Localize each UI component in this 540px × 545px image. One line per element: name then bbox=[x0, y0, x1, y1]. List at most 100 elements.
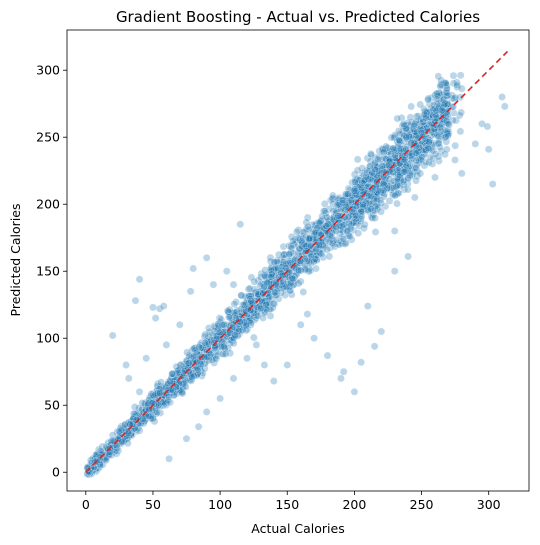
scatter-point bbox=[272, 279, 281, 288]
scatter-point bbox=[157, 378, 165, 387]
scatter-point bbox=[240, 301, 249, 309]
scatter-point bbox=[365, 162, 374, 171]
scatter-point bbox=[371, 214, 379, 222]
scatter-point bbox=[159, 302, 168, 310]
scatter-point bbox=[269, 377, 278, 385]
scatter-point bbox=[349, 205, 358, 213]
scatter-point bbox=[186, 287, 195, 296]
scatter-point bbox=[371, 228, 380, 236]
scatter-point bbox=[216, 394, 224, 403]
scatter-point bbox=[265, 293, 274, 302]
scatter-point bbox=[156, 389, 164, 397]
scatter-point bbox=[441, 133, 450, 141]
scatter-point bbox=[229, 374, 238, 383]
scatter-point bbox=[377, 207, 385, 216]
scatter-point bbox=[212, 354, 221, 363]
scatter-point bbox=[357, 212, 366, 221]
scatter-point bbox=[391, 191, 399, 200]
scatter-point bbox=[498, 93, 506, 101]
scatter-point bbox=[332, 235, 341, 244]
scatter-point bbox=[396, 137, 404, 146]
scatter-point bbox=[236, 220, 245, 229]
scatter-point bbox=[131, 296, 140, 305]
scatter-point bbox=[283, 361, 292, 369]
scatter-point bbox=[270, 258, 279, 267]
scatter-point bbox=[165, 454, 173, 463]
scatter-point bbox=[414, 147, 423, 156]
scatter-point bbox=[325, 252, 334, 261]
scatter-point bbox=[393, 199, 401, 208]
scatter-point bbox=[410, 121, 419, 130]
scatter-point bbox=[162, 341, 171, 349]
scatter-point bbox=[442, 145, 451, 154]
x-tick-label: 100 bbox=[208, 497, 232, 512]
y-tick-label: 150 bbox=[36, 264, 60, 279]
x-tick-label: 300 bbox=[477, 497, 501, 512]
scatter-point bbox=[367, 205, 375, 213]
scatter-point bbox=[175, 320, 184, 329]
scatter-point bbox=[434, 72, 443, 81]
scatter-point bbox=[122, 361, 130, 369]
chart-title: Gradient Boosting - Actual vs. Predicted… bbox=[116, 8, 480, 26]
scatter-point bbox=[431, 173, 439, 182]
scatter-point bbox=[135, 275, 144, 284]
scatter-point bbox=[195, 343, 203, 351]
scatter-point bbox=[288, 274, 296, 283]
x-tick-label: 0 bbox=[82, 497, 90, 512]
scatter-point bbox=[471, 140, 480, 148]
scatter-point bbox=[393, 114, 402, 123]
scatter-point bbox=[310, 334, 318, 343]
scatter-point bbox=[441, 99, 450, 108]
x-axis-title: Actual Calories bbox=[251, 521, 344, 536]
scatter-point bbox=[218, 321, 227, 329]
scatter-point bbox=[350, 387, 359, 396]
scatter-point bbox=[350, 186, 359, 195]
scatter-point bbox=[303, 213, 312, 222]
scatter-point bbox=[456, 71, 465, 80]
scatter-point bbox=[309, 257, 318, 266]
scatter-point bbox=[449, 71, 458, 80]
scatter-point bbox=[220, 342, 228, 351]
scatter-point bbox=[337, 374, 345, 383]
scatter-point bbox=[304, 222, 312, 231]
scatter-point bbox=[416, 100, 425, 109]
scatter-point bbox=[242, 320, 251, 329]
scatter-point bbox=[436, 123, 445, 132]
scatter-point bbox=[135, 387, 144, 396]
scatter-point bbox=[324, 220, 333, 228]
scatter-point bbox=[390, 133, 399, 141]
scatter-point bbox=[367, 149, 375, 158]
scatter-point bbox=[357, 358, 365, 367]
scatter-point bbox=[260, 361, 269, 369]
y-tick-label: 100 bbox=[36, 331, 60, 346]
scatter-point bbox=[303, 310, 312, 318]
scatter-point bbox=[374, 155, 382, 164]
scatter-point bbox=[339, 235, 348, 243]
scatter-point bbox=[250, 333, 258, 342]
scatter-point bbox=[457, 169, 466, 178]
scatter-point bbox=[357, 183, 366, 192]
scatter-point bbox=[305, 235, 313, 243]
scatter-point bbox=[377, 199, 385, 207]
y-tick-label: 0 bbox=[52, 465, 60, 480]
scatter-point bbox=[400, 167, 408, 176]
scatter-point bbox=[484, 145, 493, 154]
scatter-point bbox=[289, 237, 297, 245]
scatter-point bbox=[500, 102, 509, 111]
scatter-point bbox=[404, 252, 412, 261]
scatter-point bbox=[151, 314, 160, 322]
scatter-point bbox=[434, 132, 443, 141]
scatter-point bbox=[399, 120, 408, 128]
scatter-point bbox=[420, 110, 429, 119]
scatter-point bbox=[385, 197, 394, 205]
y-axis: 0 50 100 150 200 250 300 bbox=[36, 63, 67, 480]
scatter-point bbox=[406, 113, 415, 122]
scatter-point bbox=[435, 157, 443, 165]
scatter-point bbox=[363, 302, 372, 310]
scatter-point bbox=[353, 155, 362, 164]
scatter-point bbox=[282, 282, 291, 291]
scatter-point bbox=[412, 176, 420, 185]
x-tick-label: 250 bbox=[410, 497, 434, 512]
scatter-point bbox=[334, 211, 342, 220]
